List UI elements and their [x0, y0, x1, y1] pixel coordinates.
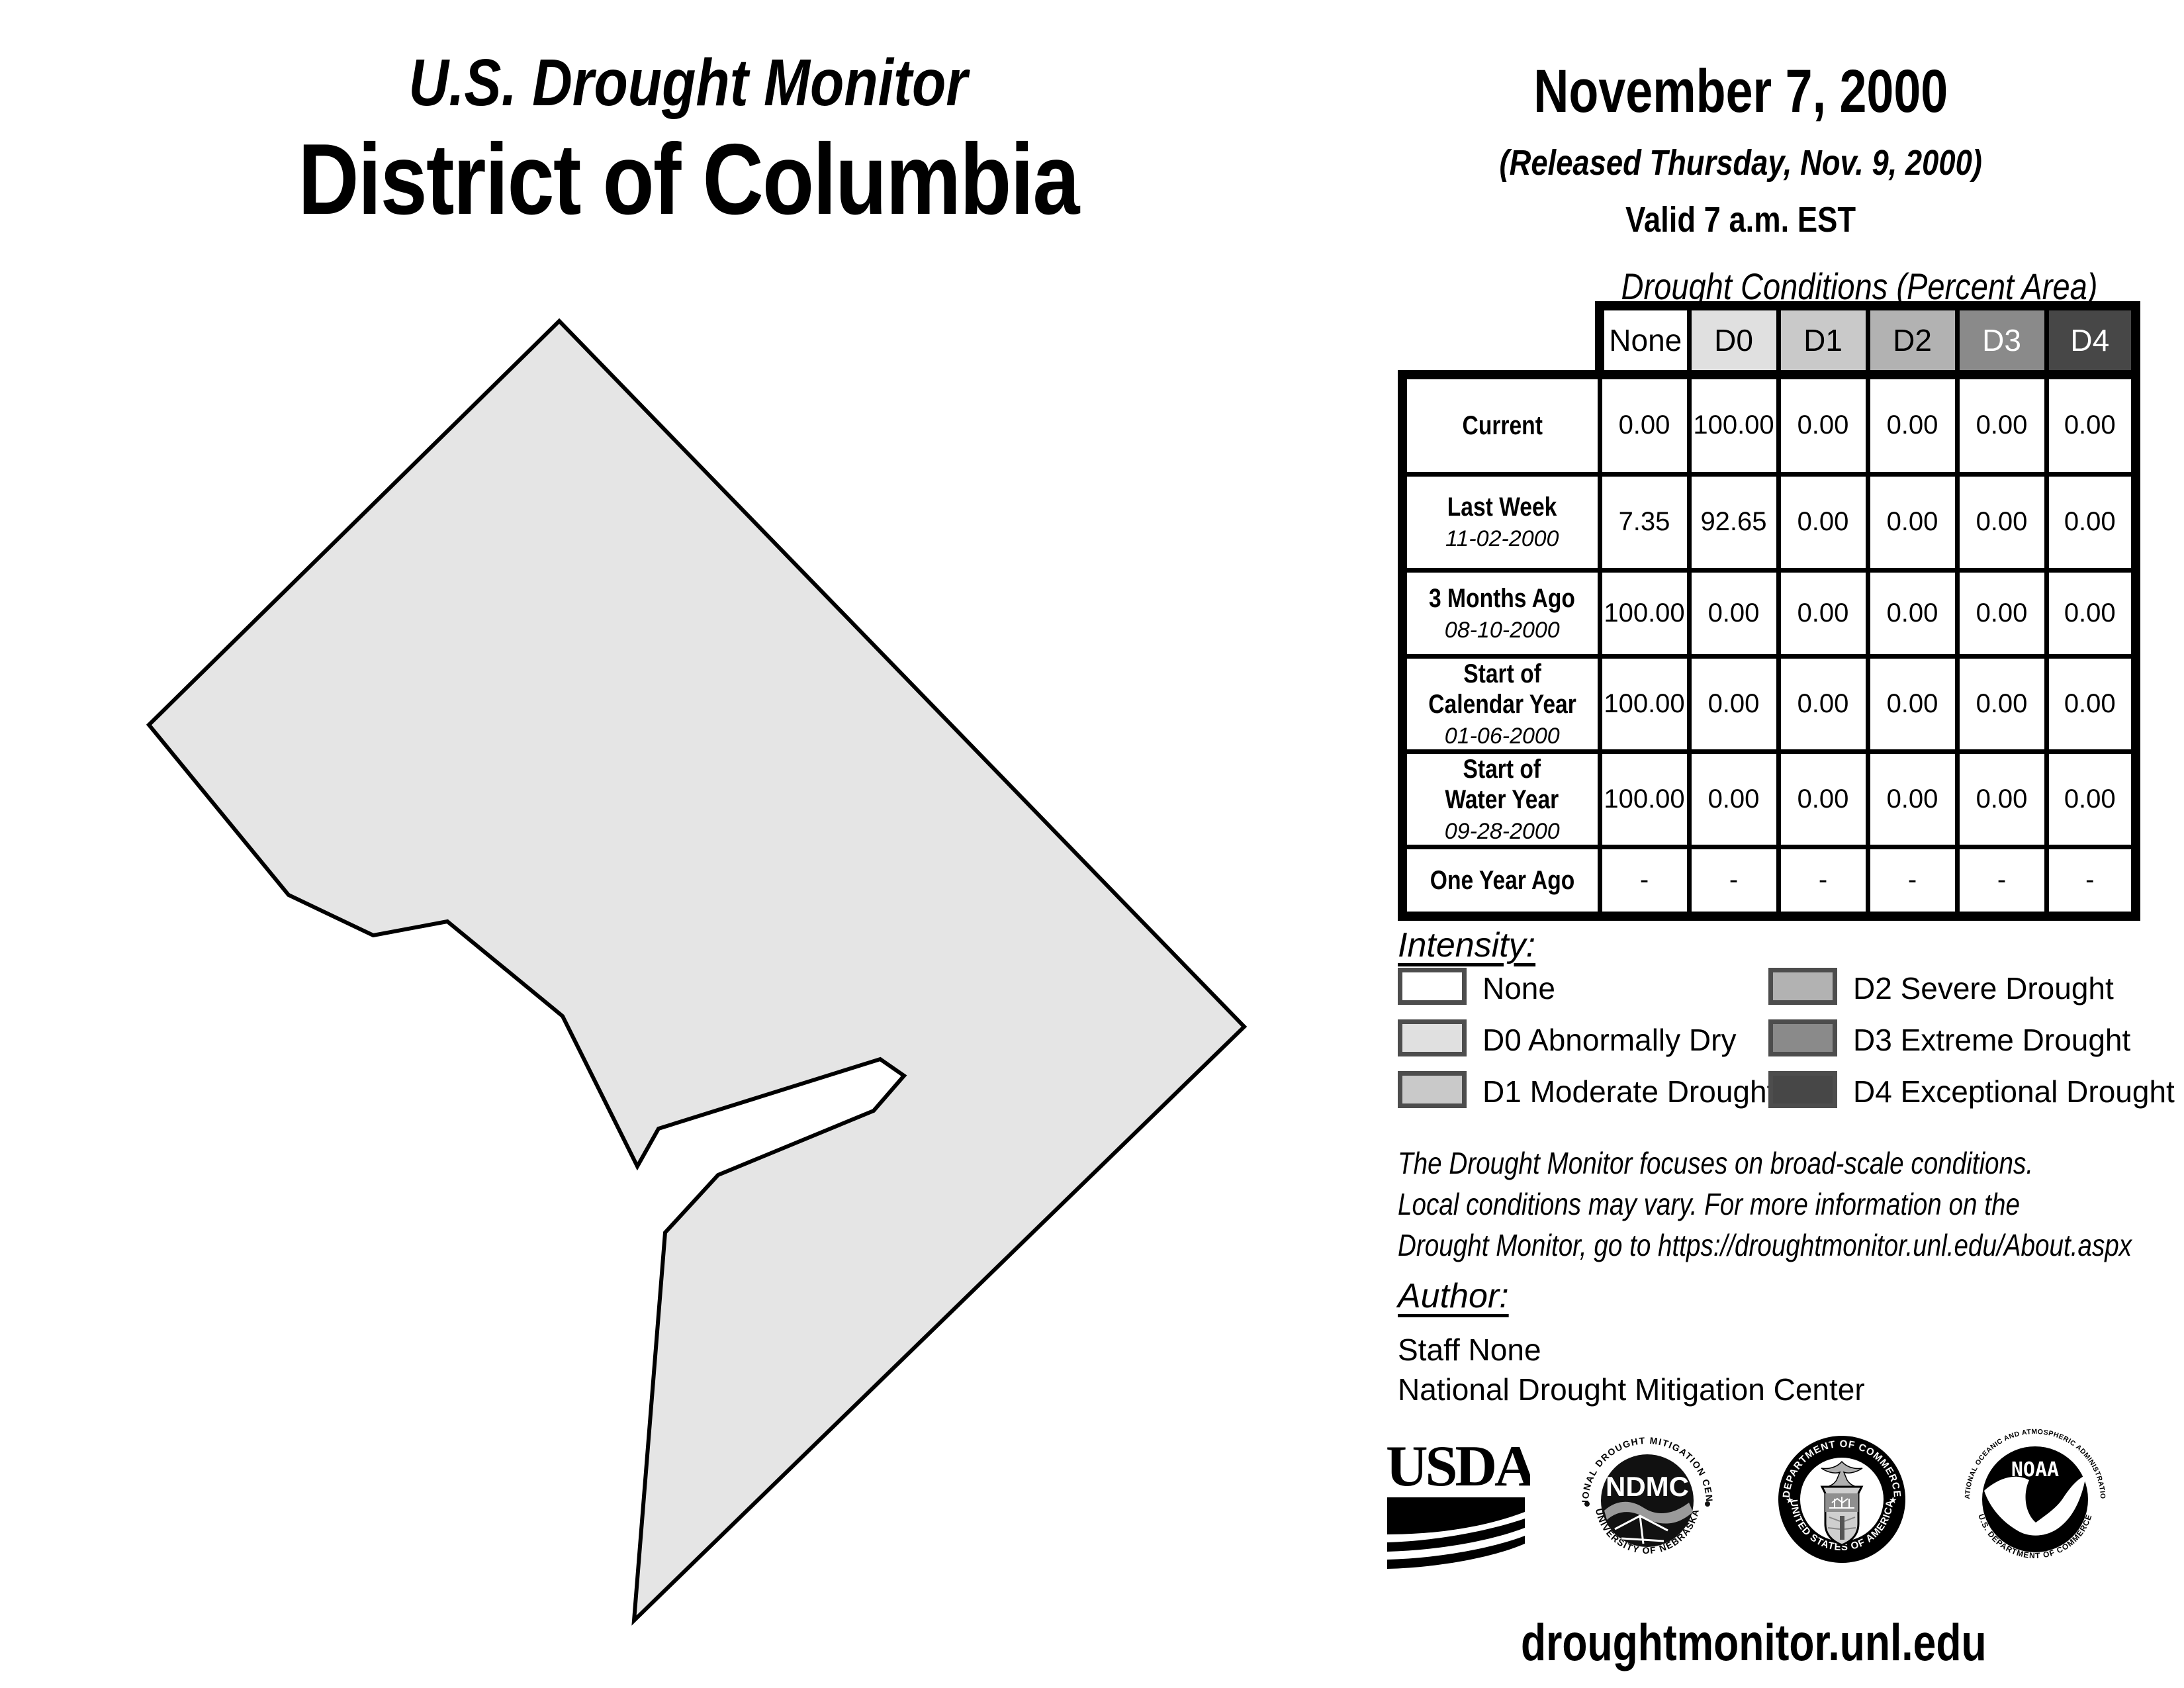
legend-swatch-d2 — [1768, 968, 1837, 1005]
title-block: U.S. Drought Monitor District of Columbi… — [40, 46, 1337, 235]
legend-swatch-d1 — [1398, 1071, 1467, 1108]
table-title: Drought Conditions (Percent Area) — [1621, 265, 2098, 307]
table-cell: 0.00 — [2044, 471, 2140, 573]
author-name: Staff None — [1398, 1333, 1541, 1367]
table-cell: 0.00 — [1776, 653, 1870, 754]
monitor-title: U.S. Drought Monitor — [408, 46, 968, 120]
legend-title: Intensity: — [1398, 926, 1536, 964]
legend-swatch-none — [1398, 968, 1467, 1005]
table-row-start-water-year: Start of Water Year 09-28-2000 100.00 0.0… — [1398, 749, 2140, 849]
row-label: Current — [1398, 370, 1602, 477]
table-cell: - — [1597, 844, 1692, 921]
table-cell: 0.00 — [1776, 471, 1870, 573]
dc-map — [146, 318, 1248, 1626]
col-header-d1: D1 — [1776, 301, 1870, 379]
table-cell: - — [1686, 844, 1781, 921]
table-cell: 0.00 — [1597, 372, 1692, 477]
table-cell: 0.00 — [1776, 567, 1870, 659]
disclaimer: The Drought Monitor focuses on broad-sca… — [1398, 1143, 2184, 1266]
usda-logo-icon: USDA — [1387, 1435, 1530, 1569]
table-row-current: Current 0.00 100.00 0.00 0.00 0.00 0.00 — [1398, 370, 2140, 477]
legend-label-d2: D2 Severe Drought — [1853, 971, 2114, 1006]
table-row-one-year-ago: One Year Ago - - - - - - — [1398, 844, 2140, 921]
table-cell: 0.00 — [1954, 749, 2049, 849]
svg-text:NOAA: NOAA — [2011, 1458, 2059, 1481]
table-cell: 0.00 — [1865, 471, 1960, 573]
row-label: Last Week 11-02-2000 — [1398, 471, 1602, 573]
row-label: Start of Calendar Year 01-06-2000 — [1398, 653, 1602, 754]
legend-swatch-d4 — [1768, 1071, 1837, 1108]
table-cell: 0.00 — [1776, 372, 1870, 477]
col-header-none: None — [1595, 301, 1692, 379]
legend-label-d3: D3 Extreme Drought — [1853, 1023, 2131, 1057]
date-block: November 7, 2000 (Released Thursday, Nov… — [1350, 58, 2131, 240]
col-header-d2: D2 — [1865, 301, 1960, 379]
table-cell: 0.00 — [1954, 653, 2049, 754]
table-cell: 0.00 — [1954, 372, 2049, 477]
release-date: (Released Thursday, Nov. 9, 2000) — [1499, 143, 1982, 183]
noaa-logo-icon: NATIONAL OCEANIC AND ATMOSPHERIC ADMINIS… — [1964, 1429, 2106, 1560]
header-spacer-cell — [1402, 306, 1600, 375]
table-cell: 0.00 — [1686, 653, 1781, 754]
col-header-d4: D4 — [2044, 301, 2140, 379]
table-cell: 0.00 — [1865, 372, 1960, 477]
table-cell: 0.00 — [2044, 653, 2140, 754]
col-header-d0: D0 — [1686, 301, 1781, 379]
table-cell: 0.00 — [1865, 567, 1960, 659]
table-cell: - — [1954, 844, 2049, 921]
legend-label-none: None — [1482, 971, 1555, 1006]
table-cell: 92.65 — [1686, 471, 1781, 573]
disclaimer-line-3: Drought Monitor, go to https://droughtmo… — [1398, 1228, 2132, 1262]
footer-url: droughtmonitor.unl.edu — [1521, 1613, 1987, 1671]
table-header-row: None D0 D1 D2 D3 D4 — [1402, 301, 2140, 379]
author-org: National Drought Mitigation Center — [1398, 1372, 1865, 1407]
legend-swatch-d3 — [1768, 1019, 1837, 1056]
table-cell: 0.00 — [1686, 567, 1781, 659]
table-cell: 0.00 — [2044, 749, 2140, 849]
author-title: Author: — [1398, 1277, 1509, 1315]
table-row-3-months-ago: 3 Months Ago 08-10-2000 100.00 0.00 0.00 … — [1398, 567, 2140, 659]
svg-text:USDA: USDA — [1387, 1435, 1530, 1499]
map-date: November 7, 2000 — [1533, 58, 1948, 125]
svg-text:NDMC: NDMC — [1606, 1471, 1689, 1502]
table-cell: 0.00 — [1954, 567, 2049, 659]
table-row-start-calendar-year: Start of Calendar Year 01-06-2000 100.00 … — [1398, 653, 2140, 754]
row-label: Start of Water Year 09-28-2000 — [1398, 749, 1602, 849]
seal-star-right: ★ — [1889, 1495, 1897, 1505]
disclaimer-line-2: Local conditions may vary. For more info… — [1398, 1187, 2020, 1221]
table-cell: 0.00 — [1865, 749, 1960, 849]
table-cell: - — [1865, 844, 1960, 921]
commerce-seal-icon: DEPARTMENT OF COMMERCE UNITED STATES OF … — [1778, 1436, 1905, 1563]
table-cell: 7.35 — [1597, 471, 1692, 573]
table-cell: 0.00 — [1686, 749, 1781, 849]
region-title: District of Columbia — [298, 123, 1079, 236]
table-cell: 100.00 — [1597, 653, 1692, 754]
table-cell: 0.00 — [1865, 653, 1960, 754]
table-cell: 0.00 — [2044, 567, 2140, 659]
seal-star-left: ★ — [1786, 1495, 1794, 1505]
col-header-d3: D3 — [1954, 301, 2049, 379]
dc-map-shape — [146, 318, 1248, 1626]
table-cell: - — [2044, 844, 2140, 921]
table-cell: 0.00 — [1954, 471, 2049, 573]
table-row-last-week: Last Week 11-02-2000 7.35 92.65 0.00 0.00… — [1398, 471, 2140, 573]
table-cell: 0.00 — [1776, 749, 1870, 849]
table-cell: 100.00 — [1686, 372, 1781, 477]
table-cell: 0.00 — [2044, 372, 2140, 477]
legend-label-d1: D1 Moderate Drought — [1482, 1074, 1776, 1109]
table-cell: - — [1776, 844, 1870, 921]
disclaimer-line-1: The Drought Monitor focuses on broad-sca… — [1398, 1146, 2034, 1180]
table-cell: 100.00 — [1597, 749, 1692, 849]
drought-conditions-table: None D0 D1 D2 D3 D4 Current 0.00 100.00 … — [1398, 301, 2140, 921]
row-label: One Year Ago — [1398, 844, 1602, 921]
ndmc-logo-icon: NATIONAL DROUGHT MITIGATION CENTER UNIVE… — [1576, 1429, 1714, 1556]
legend-label-d0: D0 Abnormally Dry — [1482, 1023, 1737, 1057]
legend-swatch-d0 — [1398, 1019, 1467, 1056]
row-label: 3 Months Ago 08-10-2000 — [1398, 567, 1602, 659]
legend-label-d4: D4 Exceptional Drought — [1853, 1074, 2175, 1109]
valid-time: Valid 7 a.m. EST — [1625, 200, 1856, 240]
table-cell: 100.00 — [1597, 567, 1692, 659]
